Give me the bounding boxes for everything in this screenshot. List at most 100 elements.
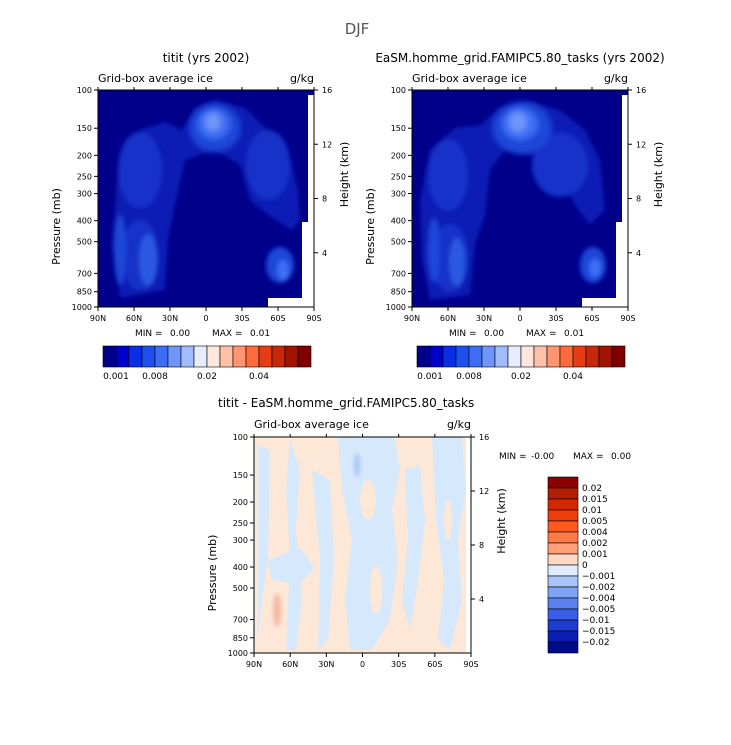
y-tick-label: 1000 (386, 303, 406, 312)
y2-tick-label: 16 (479, 433, 489, 442)
colorbar-swatch (481, 345, 496, 368)
y-tick-label: 700 (77, 269, 92, 278)
colorbar-label: 0.005 (582, 517, 608, 527)
panel-right-field (412, 90, 628, 307)
y-tick-label: 300 (77, 190, 92, 199)
colorbar-label: 0.02 (197, 372, 217, 382)
y2-axis-title: Height (km) (652, 142, 665, 208)
left-min-value: 0.00 (170, 329, 190, 339)
colorbar-label: 0.001 (103, 372, 129, 382)
y-tick-label: 400 (233, 563, 248, 572)
panel-right: EaSM.homme_grid.FAMIPC5.80_tasks (yrs 20… (364, 51, 665, 323)
y2-tick-label: 16 (636, 86, 646, 95)
y-tick-label: 100 (391, 86, 406, 95)
x-tick-label: 60N (440, 314, 456, 323)
x-tick-label: 30S (548, 314, 563, 323)
colorbar-swatch (520, 345, 535, 368)
colorbar-difference: 0.020.0150.010.0050.0040.0020.0010−0.001… (547, 476, 616, 654)
y-axis-title: Pressure (mb) (364, 188, 377, 265)
right-max-value: 0.01 (564, 329, 584, 339)
difference-min-value: -0.00 (531, 452, 555, 462)
colorbar-swatch (258, 345, 273, 368)
x-tick-label: 60N (282, 660, 298, 669)
difference-min-label: MIN = (499, 452, 527, 462)
panel-difference-units: g/kg (447, 418, 471, 431)
colorbar-label: 0 (582, 561, 588, 571)
colorbar-label: −0.004 (582, 594, 616, 604)
colorbar-swatch (585, 345, 600, 368)
colorbar-swatch (232, 345, 247, 368)
y-tick-label: 700 (391, 269, 406, 278)
y-tick-label: 150 (77, 124, 92, 133)
colorbar-swatch (572, 345, 587, 368)
y2-tick-label: 4 (479, 595, 484, 604)
panel-difference-subtitle: Grid-box average ice (254, 418, 369, 431)
colorbar-swatch (547, 476, 579, 489)
colorbar-swatch (271, 345, 286, 368)
y-tick-label: 150 (233, 471, 248, 480)
y-tick-label: 250 (233, 519, 248, 528)
colorbar-swatch (442, 345, 457, 368)
difference-max-value: 0.00 (611, 452, 631, 462)
panel-difference-field (254, 437, 471, 653)
colorbar-label: 0.001 (417, 372, 443, 382)
colorbar-label: −0.001 (582, 572, 615, 582)
y2-tick-label: 8 (322, 195, 327, 204)
colorbar-swatch (547, 608, 579, 621)
y2-tick-label: 12 (636, 140, 646, 149)
missing-data (268, 298, 314, 307)
difference-max-label: MAX = (573, 452, 604, 462)
colorbar-label: −0.015 (582, 627, 615, 637)
colorbar-swatch (468, 345, 483, 368)
y-tick-label: 1000 (228, 649, 248, 658)
y-tick-label: 1000 (72, 303, 92, 312)
panel-right-title: EaSM.homme_grid.FAMIPC5.80_tasks (yrs 20… (375, 51, 664, 65)
colorbar-right: 0.001 0.008 0.02 0.04 (416, 345, 626, 382)
colorbar-swatch (547, 542, 579, 555)
panel-left-units: g/kg (290, 72, 314, 85)
colorbar-label: 0.01 (582, 506, 602, 516)
missing-data (302, 222, 314, 307)
x-tick-label: 30S (391, 660, 406, 669)
colorbar-swatch (559, 345, 574, 368)
colorbar-label: 0.002 (582, 539, 608, 549)
colorbar-swatch (547, 641, 579, 654)
panel-right-units: g/kg (604, 72, 628, 85)
y2-tick-label: 4 (636, 249, 641, 258)
missing-data (308, 95, 314, 223)
colorbar-swatch (102, 345, 117, 368)
colorbar-swatch (547, 564, 579, 577)
colorbar-swatch (494, 345, 509, 368)
x-tick-label: 90S (620, 314, 635, 323)
missing-data (582, 298, 628, 307)
y-axis-title: Pressure (mb) (206, 535, 219, 612)
colorbar-swatch (193, 345, 208, 368)
y2-tick-label: 4 (322, 249, 327, 258)
x-tick-label: 30S (234, 314, 249, 323)
colorbar-swatch (547, 597, 579, 610)
colorbar-label: 0.008 (456, 372, 482, 382)
y-tick-label: 250 (391, 172, 406, 181)
panel-left: titit (yrs 2002) Grid-box average ice g/… (50, 51, 351, 323)
x-tick-label: 0 (517, 314, 522, 323)
x-tick-label: 0 (203, 314, 208, 323)
colorbar-swatch (284, 345, 299, 368)
y-tick-label: 700 (233, 616, 248, 625)
panel-difference-title: titit - EaSM.homme_grid.FAMIPC5.80_tasks (218, 396, 474, 410)
y-tick-label: 200 (391, 151, 406, 160)
y-tick-label: 400 (391, 217, 406, 226)
colorbar-swatch (180, 345, 195, 368)
colorbar-swatch (547, 509, 579, 522)
colorbar-label: 0.04 (249, 372, 269, 382)
x-tick-label: 30N (162, 314, 178, 323)
colorbar-swatch (547, 487, 579, 500)
y2-tick-label: 12 (322, 140, 332, 149)
colorbar-swatch (547, 575, 579, 588)
missing-data (466, 437, 471, 653)
y2-tick-label: 12 (479, 487, 489, 496)
colorbar-label: 0.004 (582, 528, 608, 538)
y-tick-label: 850 (77, 288, 92, 297)
colorbar-swatch (115, 345, 130, 368)
panel-left-title: titit (yrs 2002) (163, 51, 250, 65)
colorbar-swatch (416, 345, 431, 368)
